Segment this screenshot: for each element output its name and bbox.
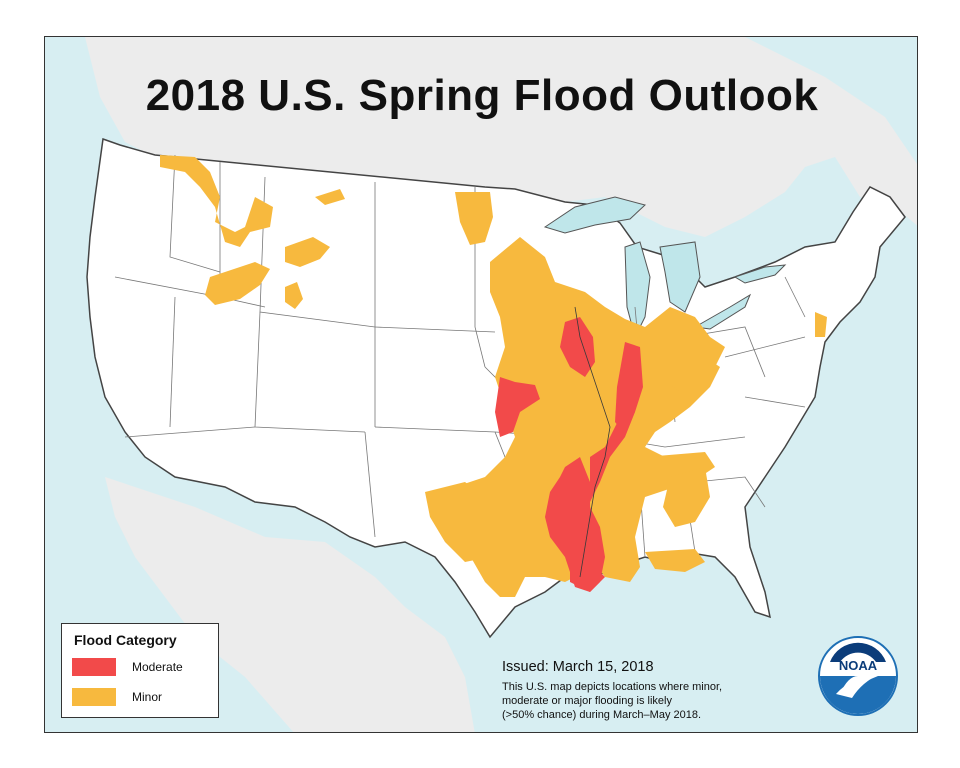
minor-region-idaho	[205, 262, 270, 305]
noaa-logo-icon: NOAA	[818, 636, 898, 716]
lake-huron	[659, 241, 701, 313]
legend-swatch-moderate	[72, 658, 116, 676]
minor-region-appalachia	[663, 467, 710, 527]
note-line: This U.S. map depicts locations where mi…	[502, 681, 723, 693]
minor-region-georgia	[645, 549, 705, 572]
moderate-flood-regions	[495, 317, 643, 592]
minor-region-nj	[815, 312, 827, 337]
legend-label-minor: Minor	[132, 690, 163, 704]
minor-flood-regions	[160, 155, 827, 597]
mississippi-river	[574, 306, 611, 578]
moderate-region-iowa-illinois	[560, 317, 595, 377]
map-description: This U.S. map depicts locations where mi…	[502, 680, 772, 722]
minor-region-montana	[285, 237, 330, 267]
noaa-logo-text: NOAA	[839, 658, 878, 673]
moderate-region-missouri	[495, 377, 540, 437]
minor-region-montana-east	[315, 189, 345, 205]
lake-superior	[543, 196, 647, 234]
great-lakes	[543, 196, 787, 339]
legend-title: Flood Category	[74, 632, 177, 648]
minor-region-pacific-nw	[160, 155, 273, 247]
map-frame: 2018 U.S. Spring Flood Outlook Flood Cat…	[44, 36, 918, 733]
lake-michigan	[624, 241, 651, 339]
legend: Flood Category Moderate Minor	[61, 623, 219, 718]
note-line: (>50% chance) during March–May 2018.	[502, 709, 702, 721]
canada-land	[85, 37, 917, 237]
issued-date: Issued: March 15, 2018	[502, 659, 654, 675]
moderate-region-indiana	[615, 342, 643, 432]
legend-swatch-minor	[72, 688, 116, 706]
note-line: moderate or major flooding is likely	[502, 695, 672, 707]
legend-item-minor: Minor	[72, 688, 212, 706]
map-title: 2018 U.S. Spring Flood Outlook	[145, 71, 819, 120]
moderate-region-mississippi-river	[590, 397, 635, 502]
minor-region-texas-east	[425, 482, 495, 562]
lake-ontario	[733, 264, 787, 284]
us-map	[45, 37, 917, 732]
legend-label-moderate: Moderate	[132, 660, 183, 674]
moderate-region-louisiana	[570, 557, 605, 592]
minor-region-wyoming	[285, 282, 303, 309]
legend-item-moderate: Moderate	[72, 658, 212, 676]
minor-region-red-river	[455, 192, 493, 245]
lake-erie	[693, 293, 752, 330]
minor-region-central-basin	[440, 237, 720, 597]
mexico-land	[105, 477, 475, 732]
minor-region-ohio-valley	[645, 307, 725, 392]
